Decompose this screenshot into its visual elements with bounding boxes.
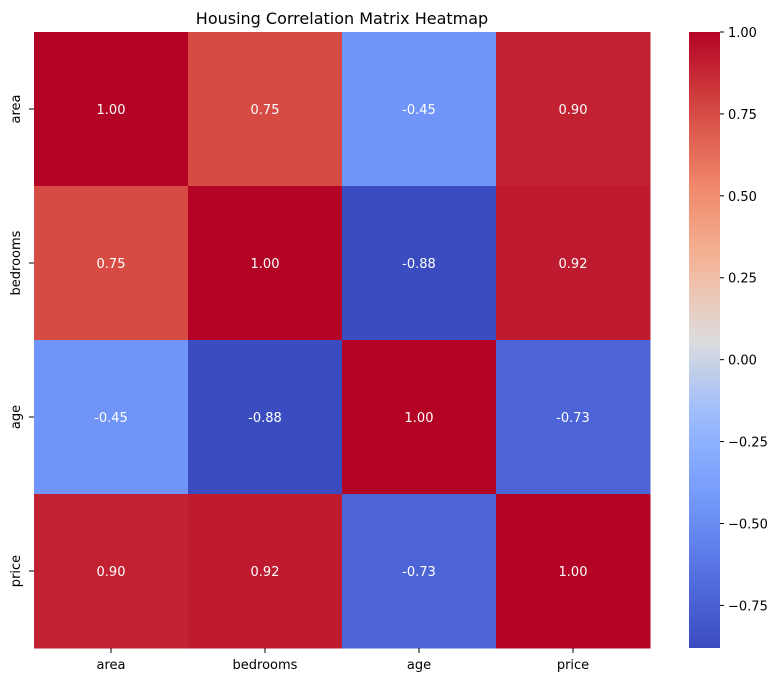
colorbar-gradient xyxy=(689,32,720,648)
cell-value-label: -0.45 xyxy=(402,103,436,118)
cell-value-label: 1.00 xyxy=(251,257,280,272)
colorbar-tick-label: 0.25 xyxy=(728,272,757,287)
heatmap-cell xyxy=(34,32,189,187)
heatmap-cell xyxy=(188,340,343,495)
y-tick-label: age xyxy=(9,405,24,429)
y-tick-label: area xyxy=(9,95,24,124)
cell-annotations: 1.00 0.75 -0.45 0.90 0.75 1.00 -0.88 0.92 -0.45 -… xyxy=(94,103,590,580)
colorbar-tick-label: 0.75 xyxy=(728,108,757,123)
x-tick-label: price xyxy=(557,658,589,673)
cell-value-label: 1.00 xyxy=(559,565,588,580)
heatmap-cell xyxy=(188,494,343,649)
heatmap-cell xyxy=(188,186,343,341)
cell-value-label: 1.00 xyxy=(97,103,126,118)
cell-value-label: 0.75 xyxy=(251,103,280,118)
heatmap-cell xyxy=(342,32,497,187)
heatmap-cell xyxy=(496,340,651,495)
x-tick-label: area xyxy=(97,658,126,673)
heatmap-cell xyxy=(34,186,189,341)
cell-value-label: -0.73 xyxy=(556,411,590,426)
colorbar: 1.00 0.75 0.50 0.25 0.00 −0.25 −0.50 −0.75 xyxy=(689,26,768,648)
x-axis: area bedrooms age price xyxy=(97,648,589,673)
cell-value-label: -0.45 xyxy=(94,411,128,426)
heatmap-cells xyxy=(34,32,651,649)
chart-title: Housing Correlation Matrix Heatmap xyxy=(196,9,488,28)
cell-value-label: 1.00 xyxy=(405,411,434,426)
heatmap-cell xyxy=(34,340,189,495)
cell-value-label: 0.92 xyxy=(559,257,588,272)
cell-value-label: 0.92 xyxy=(251,565,280,580)
heatmap-cell xyxy=(496,32,651,187)
cell-value-label: 0.75 xyxy=(97,257,126,272)
cell-value-label: 0.90 xyxy=(559,103,588,118)
x-tick-label: bedrooms xyxy=(233,658,298,673)
x-tick-label: age xyxy=(407,658,431,673)
colorbar-tick-label: −0.25 xyxy=(728,436,768,451)
heatmap-cell xyxy=(496,494,651,649)
cell-value-label: -0.88 xyxy=(402,257,436,272)
y-tick-label: bedrooms xyxy=(9,230,24,295)
heatmap-cell xyxy=(342,340,497,495)
cell-value-label: 0.90 xyxy=(97,565,126,580)
colorbar-tick-label: 0.50 xyxy=(728,190,757,205)
colorbar-tick-label: −0.75 xyxy=(728,599,768,614)
heatmap-cell xyxy=(342,186,497,341)
colorbar-tick-label: 0.00 xyxy=(728,354,757,369)
cell-value-label: -0.88 xyxy=(248,411,282,426)
y-axis: area bedrooms age price xyxy=(9,95,34,587)
colorbar-tick-label: −0.50 xyxy=(728,517,768,532)
cell-value-label: -0.73 xyxy=(402,565,436,580)
y-tick-label: price xyxy=(9,555,24,587)
heatmap-cell xyxy=(496,186,651,341)
heatmap-cell xyxy=(342,494,497,649)
colorbar-tick-label: 1.00 xyxy=(728,26,757,41)
heatmap-cell xyxy=(34,494,189,649)
heatmap-cell xyxy=(188,32,343,187)
